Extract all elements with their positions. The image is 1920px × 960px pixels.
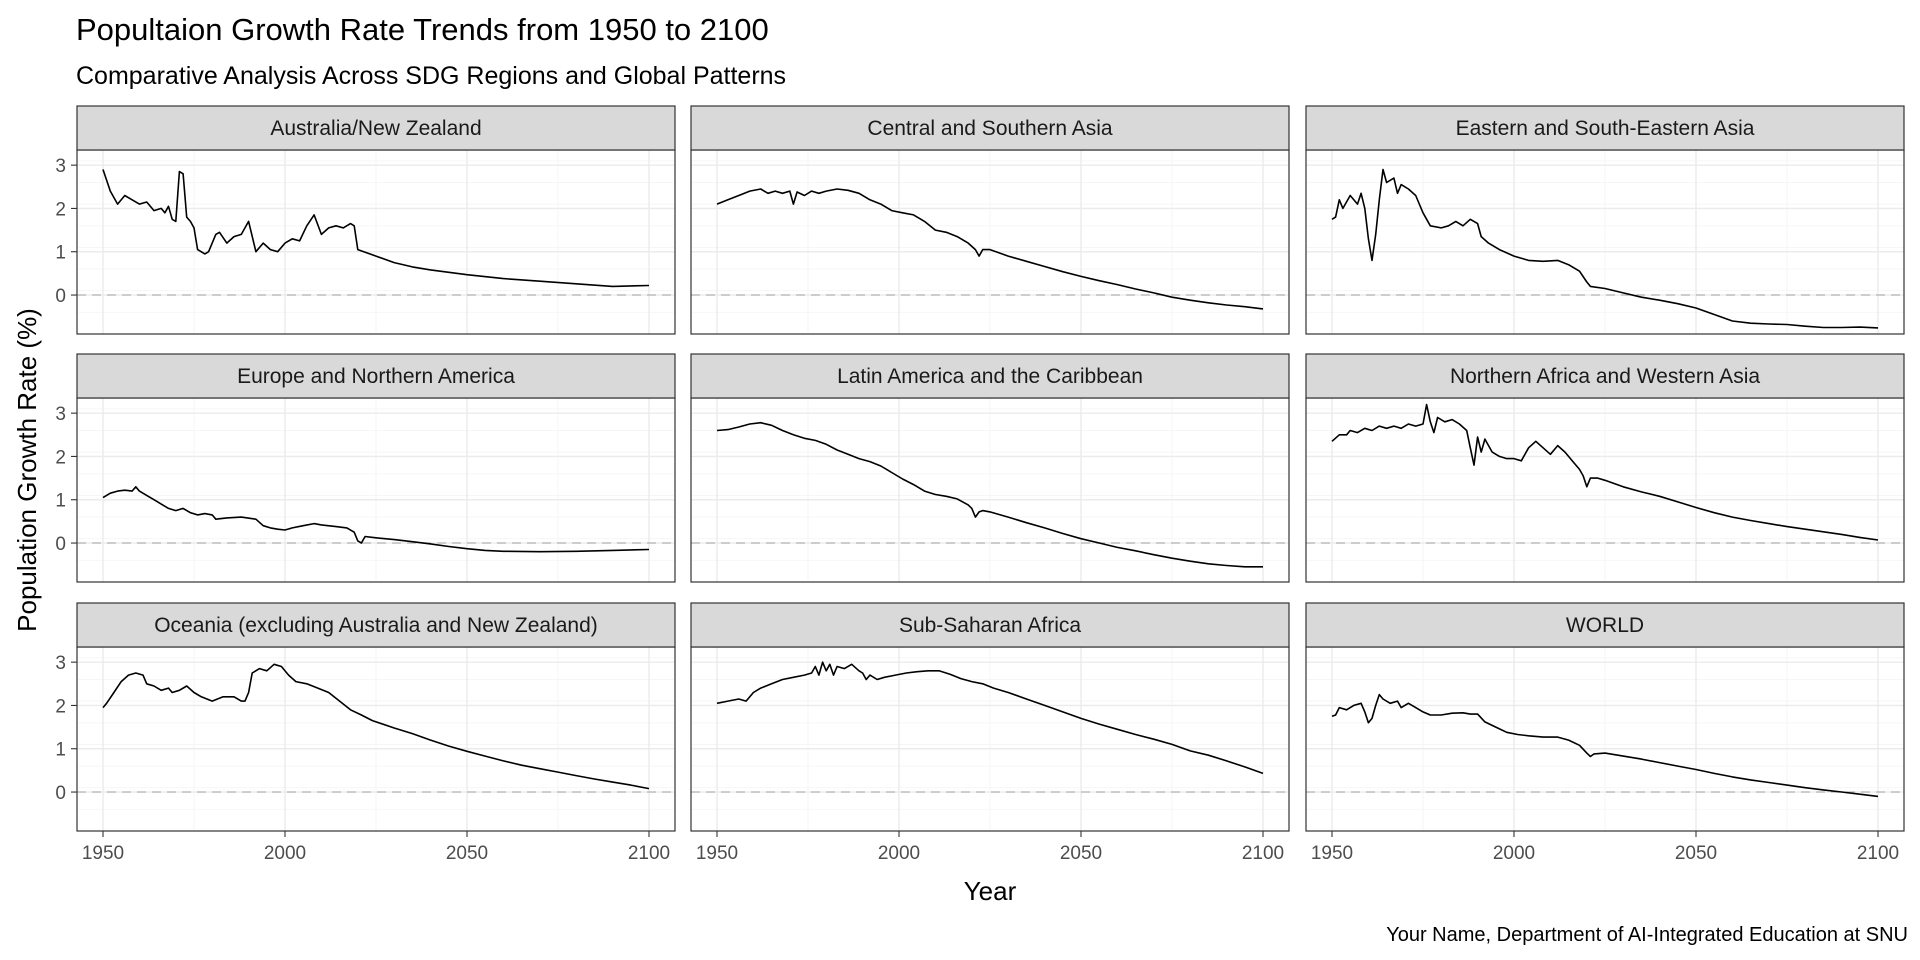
x-tick-label: 2100 (1857, 843, 1899, 864)
facet-strip (690, 105, 1290, 151)
facet-strip (76, 353, 676, 399)
x-tick-label: 1950 (82, 843, 124, 864)
chart-caption: Your Name, Department of AI-Integrated E… (1386, 924, 1908, 946)
x-tick-label: 1950 (696, 843, 738, 864)
facet-strip-label: Northern Africa and Western Asia (1450, 365, 1760, 388)
facet-strip-label: Australia/New Zealand (270, 117, 481, 140)
facet-strip (1305, 353, 1905, 399)
facet-strip (690, 353, 1290, 399)
facet-strip-label: Oceania (excluding Australia and New Zea… (154, 614, 598, 637)
series-line-sub-saharan-africa (716, 661, 1264, 775)
series-line-latin-america-and-the-caribbean (716, 421, 1263, 568)
x-tick-label: 2000 (264, 843, 306, 864)
facet-strip-label: Europe and Northern America (237, 365, 515, 388)
x-tick-label: 1950 (1311, 843, 1353, 864)
series-line-europe-and-northern-america (102, 486, 650, 553)
y-tick-label: 1 (55, 740, 66, 761)
facet-strip (76, 105, 676, 151)
facet-panels: Australia/New Zealand 0 1 2 3 Central and Sou… (55, 105, 1905, 864)
facet-eastern-and-south-eastern-asia: Eastern and South-Eastern Asia (1305, 105, 1905, 335)
x-tick-label: 2100 (1242, 843, 1284, 864)
series-line-australia-new-zealand (102, 169, 650, 288)
facet-northern-africa-and-western-asia: Northern Africa and Western Asia (1305, 353, 1905, 583)
y-tick-label: 2 (55, 447, 66, 468)
facet-europe-and-northern-america: Europe and Northern America 0 1 2 3 (55, 353, 676, 583)
y-tick-label: 2 (55, 696, 66, 717)
facet-strip (1305, 105, 1905, 151)
series-line-central-and-southern-asia (716, 188, 1264, 310)
y-tick-label: 0 (55, 534, 66, 555)
series-line-oceania-excluding-australia-and-new-zealand (102, 663, 650, 790)
facet-central-and-southern-asia: Central and Southern Asia (690, 105, 1290, 335)
facet-strip (76, 602, 676, 648)
series-line-world (1331, 693, 1879, 798)
series-line-eastern-and-south-eastern-asia (1331, 168, 1879, 329)
y-tick-label: 0 (55, 286, 66, 307)
facet-strip (1305, 602, 1905, 648)
facet-world: WORLD 1950 2000 2050 2100 (1305, 602, 1905, 864)
y-tick-label: 1 (55, 243, 66, 264)
y-tick-label: 1 (55, 491, 66, 512)
y-axis-title: Population Growth Rate (%) (12, 308, 42, 632)
facet-strip-label: Central and Southern Asia (867, 117, 1112, 140)
facet-sub-saharan-africa: Sub-Saharan Africa 1950 2000 2050 2100 (690, 602, 1290, 864)
x-tick-label: 2000 (1493, 843, 1535, 864)
y-tick-label: 3 (55, 404, 66, 425)
facet-oceania-excluding-australia-and-new-zealand: Oceania (excluding Australia and New Zea… (55, 602, 676, 864)
facet-australia-new-zealand: Australia/New Zealand 0 1 2 3 (55, 105, 676, 335)
x-tick-label: 2050 (446, 843, 488, 864)
facet-strip-label: Sub-Saharan Africa (899, 614, 1081, 637)
facet-strip-label: Latin America and the Caribbean (837, 365, 1143, 388)
x-tick-label: 2050 (1060, 843, 1102, 864)
x-tick-label: 2000 (878, 843, 920, 864)
x-axis-title: Year (964, 876, 1017, 906)
chart-title: Popultaion Growth Rate Trends from 1950 … (76, 12, 769, 47)
x-tick-label: 2050 (1675, 843, 1717, 864)
x-tick-label: 2100 (628, 843, 670, 864)
facet-strip-label: WORLD (1566, 614, 1644, 637)
y-tick-label: 3 (55, 156, 66, 177)
facet-strip-label: Eastern and South-Eastern Asia (1456, 117, 1755, 140)
facet-latin-america-and-the-caribbean: Latin America and the Caribbean (690, 353, 1290, 583)
facet-strip (690, 602, 1290, 648)
y-tick-label: 0 (55, 783, 66, 804)
y-tick-label: 3 (55, 653, 66, 674)
series-line-northern-africa-and-western-asia (1331, 403, 1879, 541)
chart-subtitle: Comparative Analysis Across SDG Regions … (76, 62, 786, 90)
y-tick-label: 2 (55, 199, 66, 220)
